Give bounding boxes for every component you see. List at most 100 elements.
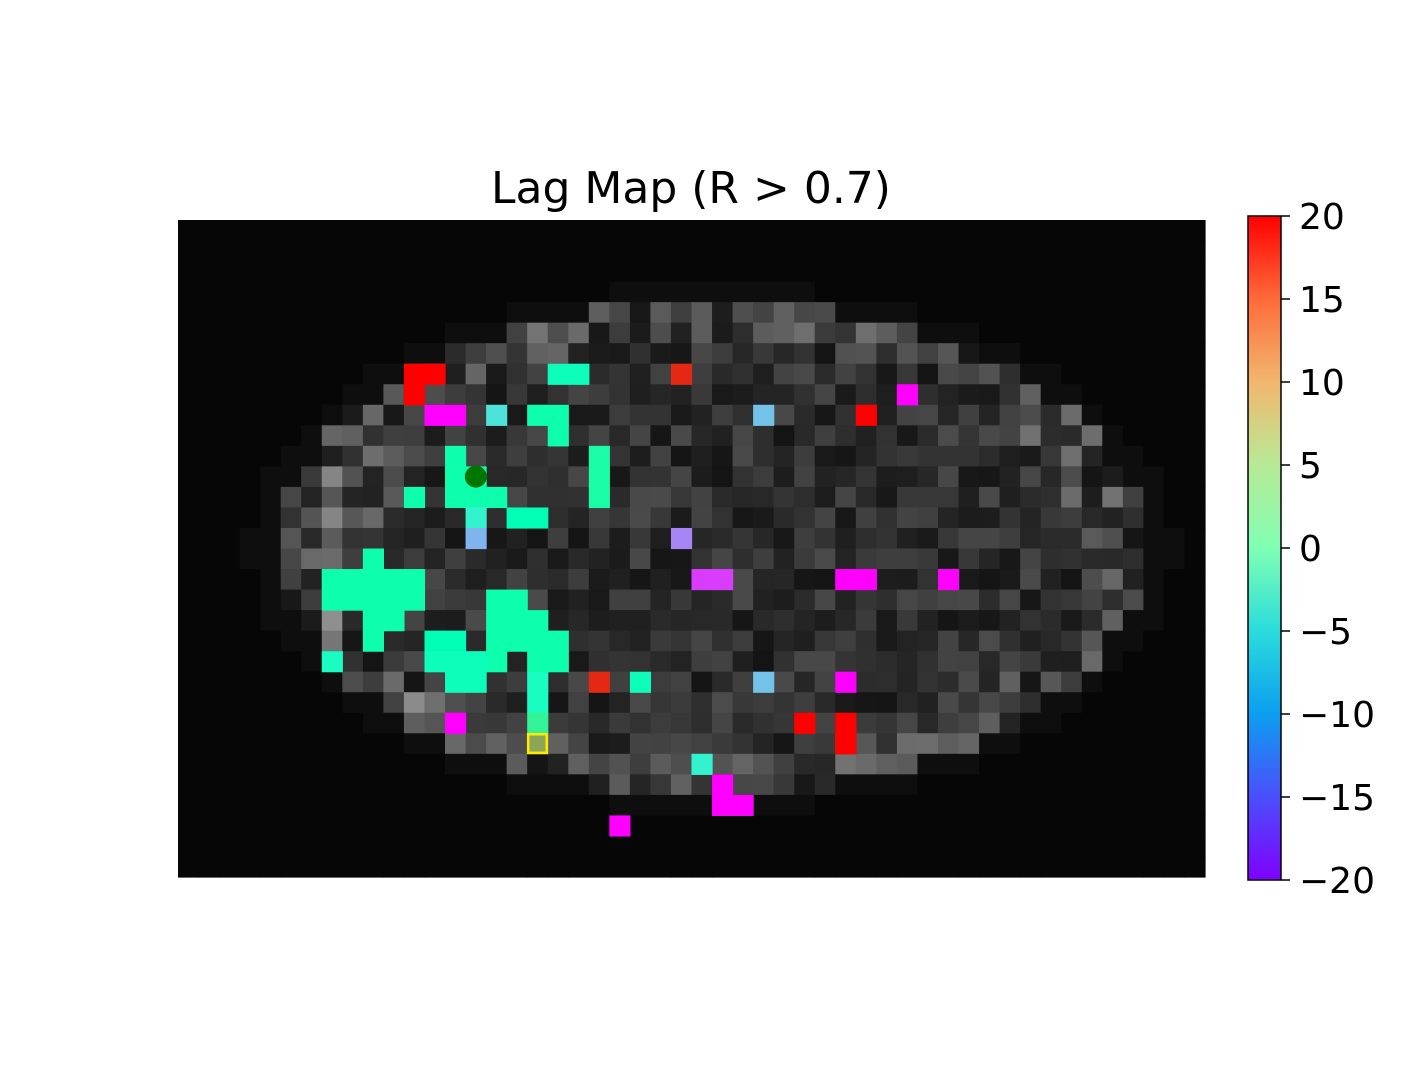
background-voxel (732, 630, 754, 652)
background-voxel (979, 692, 1001, 714)
background-voxel (835, 794, 857, 817)
background-voxel (178, 548, 200, 570)
background-voxel (342, 281, 364, 303)
background-voxel (979, 794, 1001, 817)
colorbar-tick-label: −10 (1299, 695, 1375, 736)
background-voxel (239, 261, 261, 283)
background-voxel (1102, 261, 1124, 283)
background-voxel (342, 835, 364, 858)
background-voxel (547, 815, 569, 837)
background-voxel (1143, 486, 1165, 509)
background-voxel (465, 774, 487, 796)
background-voxel (979, 712, 1001, 734)
background-voxel (814, 794, 836, 817)
background-voxel (876, 610, 898, 632)
background-voxel (445, 548, 467, 570)
lag-voxel (753, 671, 775, 693)
background-voxel (732, 753, 754, 775)
background-voxel (362, 486, 384, 509)
background-voxel (1184, 425, 1206, 447)
background-voxel (753, 363, 775, 385)
lag-voxel (383, 569, 405, 591)
background-voxel (547, 466, 569, 488)
background-voxel (937, 589, 960, 611)
background-voxel (958, 733, 980, 755)
background-voxel (629, 384, 652, 406)
background-voxel (342, 404, 364, 426)
background-voxel (1061, 692, 1083, 714)
background-voxel (260, 343, 282, 365)
background-voxel (239, 733, 261, 755)
background-voxel (979, 220, 1001, 242)
background-voxel (301, 281, 323, 303)
background-voxel (1081, 220, 1103, 242)
background-voxel (1184, 835, 1206, 858)
background-voxel (486, 733, 508, 755)
background-voxel (650, 425, 672, 447)
background-voxel (958, 794, 980, 817)
background-voxel (486, 261, 508, 283)
background-voxel (999, 548, 1021, 570)
background-voxel (1081, 815, 1103, 837)
background-voxel (999, 220, 1021, 242)
background-voxel (445, 733, 467, 755)
background-voxel (342, 240, 364, 262)
background-voxel (321, 425, 343, 447)
background-voxel (794, 322, 816, 344)
background-voxel (383, 733, 405, 755)
background-voxel (547, 774, 569, 796)
background-voxel (506, 486, 528, 509)
background-voxel (342, 363, 364, 385)
background-voxel (198, 322, 220, 344)
lag-voxel (527, 651, 549, 673)
background-voxel (917, 486, 939, 509)
background-voxel (835, 630, 857, 652)
background-voxel (219, 589, 241, 611)
background-voxel (1081, 445, 1103, 467)
background-voxel (403, 302, 426, 324)
lag-voxel (527, 733, 549, 755)
background-voxel (321, 363, 343, 385)
background-voxel (486, 363, 508, 385)
background-voxel (670, 384, 693, 406)
background-voxel (321, 322, 343, 344)
background-voxel (1061, 322, 1083, 344)
lag-voxel (835, 671, 857, 693)
background-voxel (1081, 794, 1103, 817)
background-voxel (732, 302, 754, 324)
background-voxel (650, 302, 672, 324)
background-voxel (937, 774, 960, 796)
lag-voxel (445, 712, 467, 734)
background-voxel (691, 856, 713, 878)
background-voxel (958, 507, 980, 529)
background-voxel (876, 712, 898, 734)
background-voxel (527, 363, 549, 385)
background-voxel (424, 589, 446, 611)
background-voxel (855, 445, 877, 467)
background-voxel (794, 466, 816, 488)
background-voxel (814, 712, 836, 734)
background-voxel (958, 630, 980, 652)
background-voxel (1102, 569, 1124, 591)
background-voxel (732, 548, 754, 570)
background-voxel (1040, 815, 1062, 837)
background-voxel (814, 548, 836, 570)
background-voxel (178, 445, 200, 467)
background-voxel (712, 548, 734, 570)
background-voxel (342, 774, 364, 796)
background-voxel (465, 548, 487, 570)
background-voxel (732, 589, 754, 611)
background-voxel (979, 343, 1001, 365)
background-voxel (424, 343, 446, 365)
background-voxel (999, 733, 1021, 755)
background-voxel (814, 240, 836, 262)
background-voxel (198, 527, 220, 550)
background-voxel (362, 815, 384, 837)
background-voxel (691, 302, 713, 324)
background-voxel (239, 671, 261, 693)
background-voxel (568, 692, 590, 714)
background-voxel (670, 445, 693, 467)
background-voxel (465, 220, 487, 242)
background-voxel (917, 794, 939, 817)
colorbar-tick-label: 0 (1299, 529, 1322, 570)
